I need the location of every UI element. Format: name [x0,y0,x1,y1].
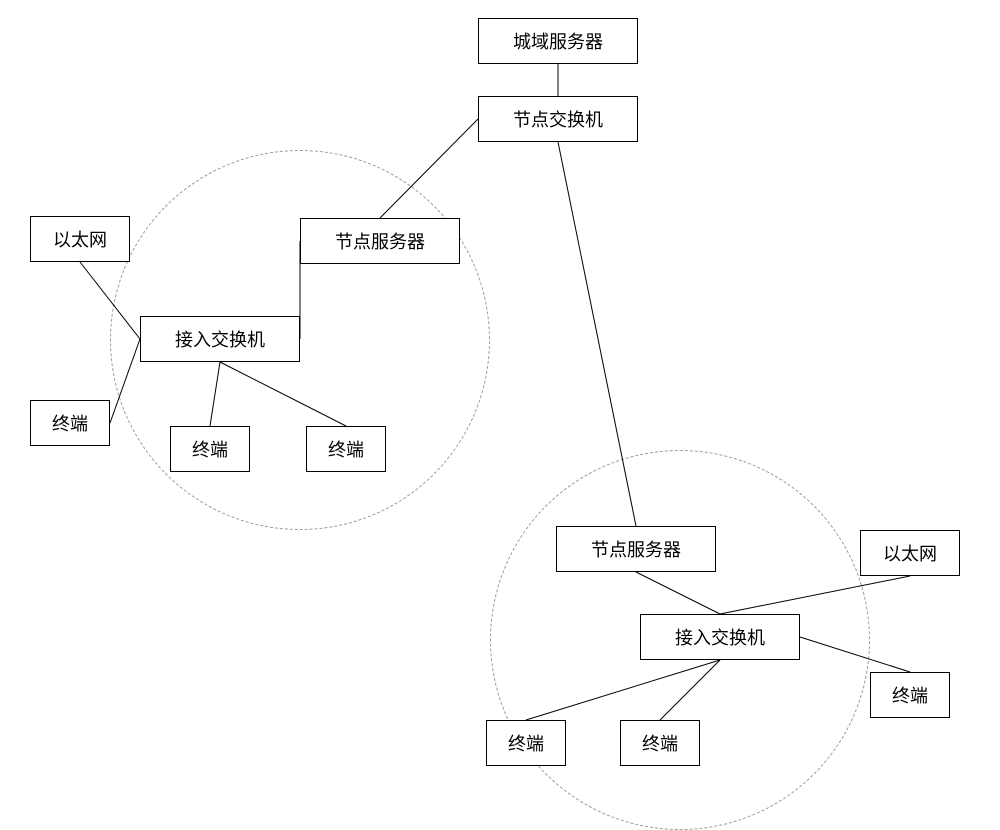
node-ethernet_2: 以太网 [860,530,960,576]
node-node_server_2: 节点服务器 [556,526,716,572]
node-label: 节点服务器 [591,536,681,562]
node-label: 终端 [642,730,678,756]
node-node_server_1: 节点服务器 [300,218,460,264]
node-terminal_1a: 终端 [30,400,110,446]
node-label: 以太网 [883,540,937,566]
node-label: 终端 [892,682,928,708]
node-ethernet_1: 以太网 [30,216,130,262]
node-access_switch_1: 接入交换机 [140,316,300,362]
node-terminal_1c: 终端 [306,426,386,472]
node-label: 终端 [328,436,364,462]
node-terminal_2b: 终端 [620,720,700,766]
node-label: 终端 [508,730,544,756]
node-label: 终端 [192,436,228,462]
node-label: 节点服务器 [335,228,425,254]
node-access_switch_2: 接入交换机 [640,614,800,660]
node-label: 以太网 [53,226,107,252]
node-label: 城域服务器 [513,28,603,54]
node-label: 节点交换机 [513,106,603,132]
node-label: 接入交换机 [675,624,765,650]
node-terminal_2a: 终端 [486,720,566,766]
node-terminal_2c: 终端 [870,672,950,718]
node-node_switch: 节点交换机 [478,96,638,142]
node-terminal_1b: 终端 [170,426,250,472]
node-label: 终端 [52,410,88,436]
node-label: 接入交换机 [175,326,265,352]
node-metro_server: 城域服务器 [478,18,638,64]
